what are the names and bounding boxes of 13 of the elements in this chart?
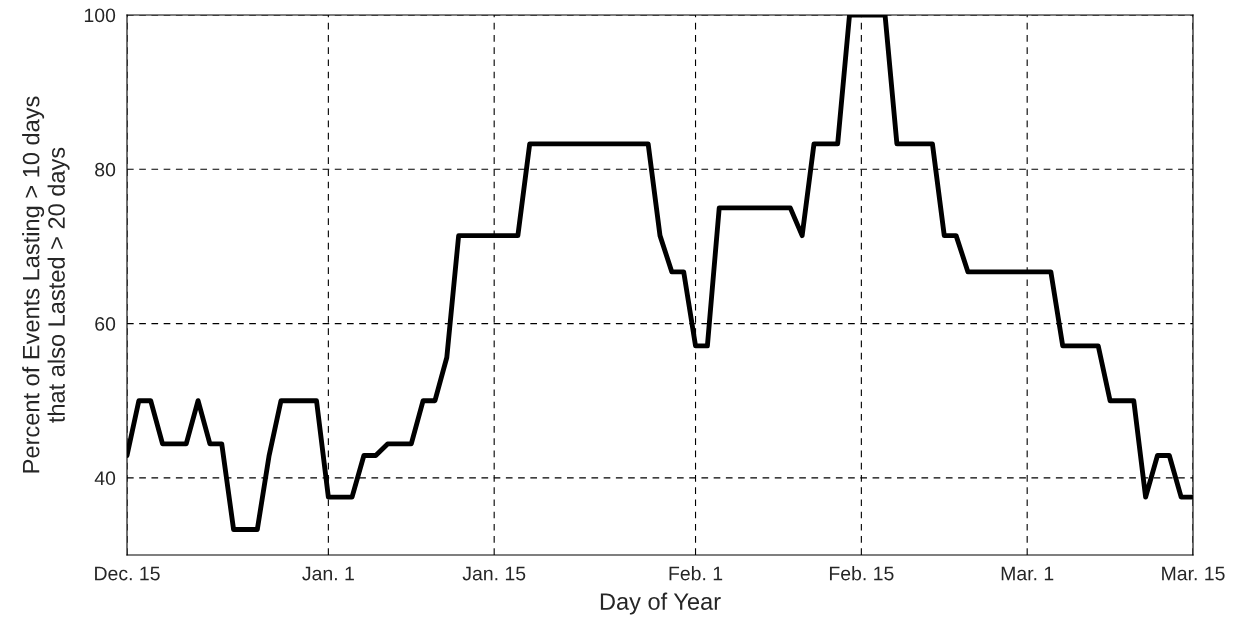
x-tick-label: Dec. 15 xyxy=(95,566,160,581)
y-tick-label: 40 xyxy=(94,471,116,486)
x-axis-title: Day of Year xyxy=(600,592,721,615)
x-tick-label: Mar. 15 xyxy=(1162,566,1225,581)
y-axis-title: Percent of Events Lasting > 10 days that also Lasted > 20 days xyxy=(22,96,70,473)
y-tick-label: 80 xyxy=(95,162,116,177)
x-tick-label: Feb. 1 xyxy=(669,566,723,581)
x-tick-label: Jan. 1 xyxy=(302,566,354,581)
y-tick-label: 60 xyxy=(95,317,116,331)
x-tick-label: Jan. 15 xyxy=(462,566,526,581)
x-tick-label: Mar. 1 xyxy=(1001,566,1054,581)
x-tick-label: Feb. 15 xyxy=(829,566,894,581)
y-tick-label: 100 xyxy=(84,8,116,23)
